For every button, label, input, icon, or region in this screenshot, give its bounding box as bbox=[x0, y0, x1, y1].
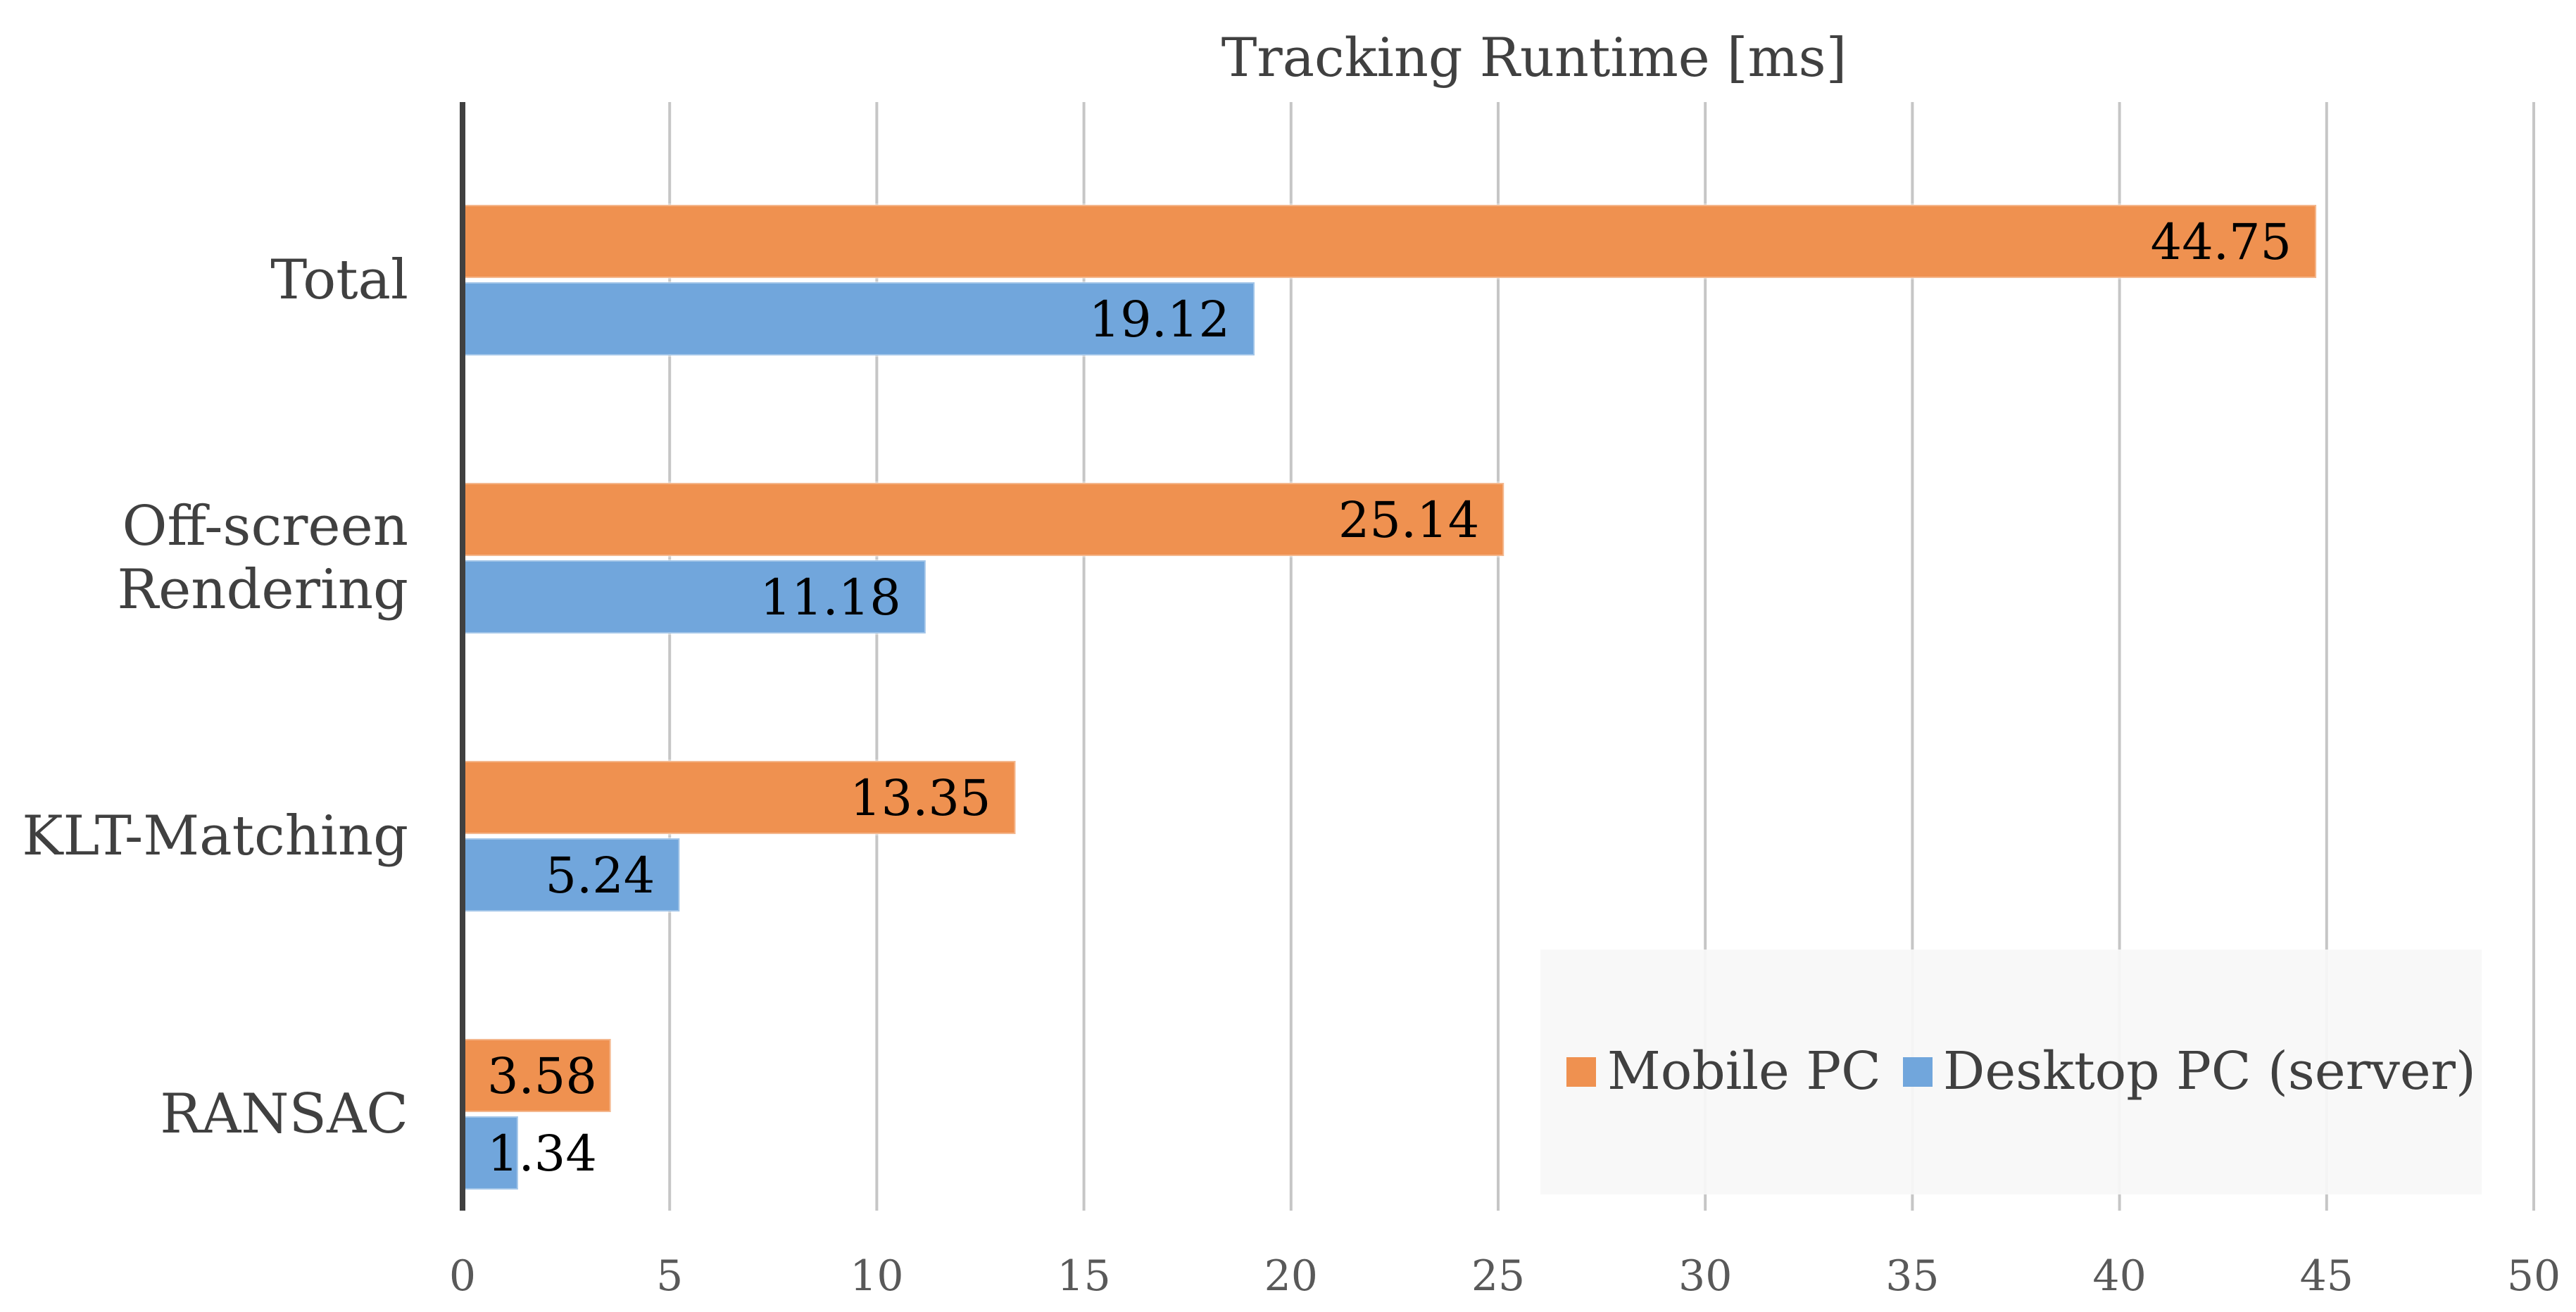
x-tick-label: 50 bbox=[2507, 1251, 2561, 1301]
data-label-desktop-pc: 1.34 bbox=[487, 1125, 597, 1182]
legend-mobile-pc-swatch bbox=[1566, 1057, 1596, 1087]
data-labels-layer: 44.75 19.12 25.14 11.18 13.35 5.24 3.58 1.34 bbox=[487, 213, 2292, 1182]
bar-mobile-pc bbox=[461, 203, 2318, 279]
bar-desktop-pc bbox=[461, 559, 927, 635]
y-category-label: Off-screen bbox=[122, 495, 409, 558]
bar-desktop-pc bbox=[461, 1115, 520, 1191]
data-label-mobile-pc: 44.75 bbox=[2151, 213, 2292, 271]
legend-mobile-pc-label: Mobile PC bbox=[1607, 1041, 1881, 1102]
x-tick-label: 15 bbox=[1057, 1251, 1110, 1301]
y-category-label: KLT-Matching bbox=[22, 805, 408, 868]
data-label-desktop-pc: 5.24 bbox=[545, 847, 655, 904]
legend-desktop-pc-swatch bbox=[1903, 1057, 1933, 1087]
data-label-mobile-pc: 13.35 bbox=[850, 769, 991, 827]
chart-title: Tracking Runtime [ms] bbox=[1221, 26, 1847, 89]
x-tick-label: 5 bbox=[656, 1251, 683, 1301]
y-category-label: Rendering bbox=[117, 558, 408, 622]
bar-desktop-pc bbox=[461, 281, 1257, 357]
legend-desktop-pc-label: Desktop PC (server) bbox=[1943, 1041, 2476, 1102]
data-label-desktop-pc: 19.12 bbox=[1089, 291, 1230, 348]
x-tick-label: 35 bbox=[1885, 1251, 1939, 1301]
legend: Mobile PC Desktop PC (server) bbox=[1540, 950, 2482, 1194]
x-tick-label: 25 bbox=[1471, 1251, 1525, 1301]
data-label-mobile-pc: 3.58 bbox=[487, 1047, 597, 1105]
x-tick-label: 30 bbox=[1678, 1251, 1732, 1301]
x-tick-label: 45 bbox=[2300, 1251, 2354, 1301]
y-category-label: RANSAC bbox=[160, 1083, 408, 1146]
x-tick-label: 40 bbox=[2092, 1251, 2146, 1301]
bars-layer bbox=[461, 203, 2318, 1191]
legend-background bbox=[1540, 950, 2482, 1194]
x-tick-label: 0 bbox=[449, 1251, 476, 1301]
data-label-desktop-pc: 11.18 bbox=[760, 569, 900, 626]
x-tick-label: 10 bbox=[850, 1251, 903, 1301]
axis-layer: 0 5 10 15 20 25 30 35 40 45 50 Total Off-screenRende… bbox=[22, 102, 2561, 1301]
x-tick-label: 20 bbox=[1264, 1251, 1318, 1301]
data-label-mobile-pc: 25.14 bbox=[1338, 491, 1479, 549]
y-category-label: Total bbox=[270, 248, 408, 312]
